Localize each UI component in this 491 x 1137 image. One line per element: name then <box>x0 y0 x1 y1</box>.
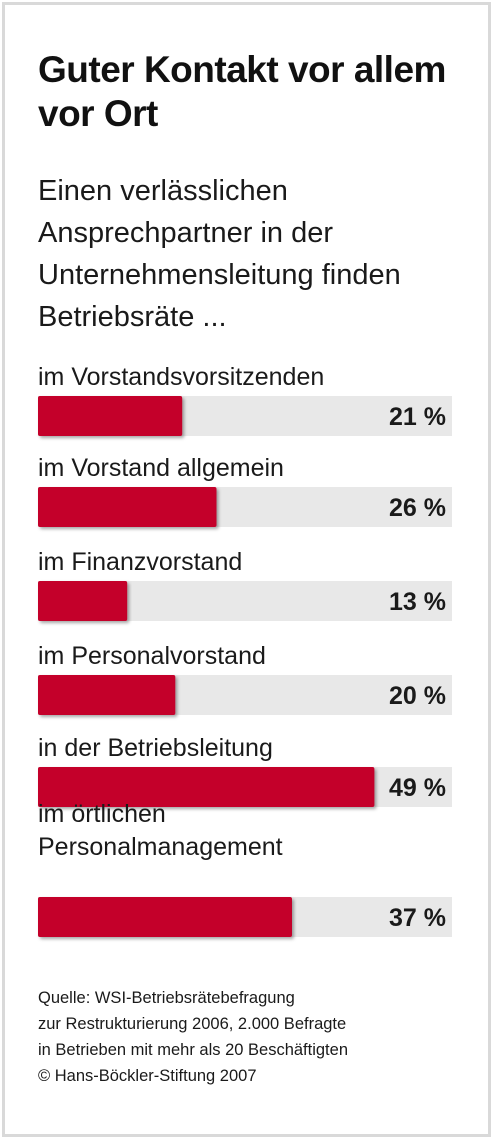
source-line: zur Restrukturierung 2006, 2.000 Befragt… <box>38 1015 347 1033</box>
value-label: 37 % <box>389 904 446 932</box>
category-label: in der Betriebsleitung <box>38 734 273 762</box>
category-label: im örtlichen Personalmanagement <box>38 800 283 861</box>
value-label: 20 % <box>389 682 446 710</box>
chart-subtitle: Einen verlässlichen Ansprechpartner in d… <box>38 175 401 333</box>
value-label: 21 % <box>389 403 446 431</box>
category-label: im Vorstand allgemein <box>38 454 284 482</box>
bar-group: im Vorstand allgemein 26 % <box>38 454 452 527</box>
bar <box>38 897 292 937</box>
value-label: 13 % <box>389 588 446 616</box>
chart-title: Guter Kontakt vor allem vor Ort <box>38 49 446 134</box>
bar-group: in der Betriebsleitung 49 % <box>38 734 452 807</box>
bar-group: im örtlichen Personalmanagement 37 % <box>38 800 452 937</box>
bar-group: im Vorstandsvorsitzenden 21 % <box>38 363 452 436</box>
bar <box>38 767 375 807</box>
category-label: im Vorstandsvorsitzenden <box>38 363 324 391</box>
category-label: im Personalvorstand <box>38 642 266 670</box>
bar <box>38 396 183 436</box>
bar <box>38 675 176 715</box>
bar <box>38 487 217 527</box>
value-label: 49 % <box>389 774 446 802</box>
bar-group: im Finanzvorstand 13 % <box>38 548 452 621</box>
value-label: 26 % <box>389 494 446 522</box>
source-line: Quelle: WSI-Betriebsrätebefragung <box>38 989 295 1007</box>
bar-group: im Personalvorstand 20 % <box>38 642 452 715</box>
category-label: im Finanzvorstand <box>38 548 242 576</box>
bar <box>38 581 128 621</box>
copyright-line: © Hans-Böckler-Stiftung 2007 <box>38 1067 257 1085</box>
source-note: Quelle: WSI-Betriebsrätebefragung zur Re… <box>38 985 478 1089</box>
source-line: in Betrieben mit mehr als 20 Beschäftigt… <box>38 1041 348 1059</box>
